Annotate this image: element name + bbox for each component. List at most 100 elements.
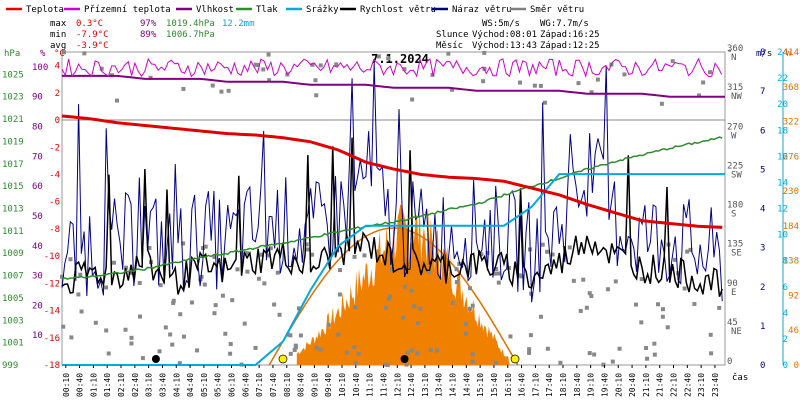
wind-direction-point <box>200 246 205 251</box>
tick-label-ms: 4 <box>760 205 765 215</box>
x-tick-label: 01:40 <box>103 373 112 397</box>
wind-direction-point <box>595 77 600 82</box>
wind-direction-point <box>701 80 706 85</box>
wind-direction-point <box>226 88 231 93</box>
wind-direction-point <box>171 298 176 303</box>
x-tick-label: 08:10 <box>283 373 292 397</box>
wind-direction-point <box>587 291 592 296</box>
wind-direction-point <box>644 345 649 350</box>
tick-label-dir-name: S <box>731 210 736 220</box>
wind-direction-point <box>293 345 298 350</box>
wind-direction-point <box>99 66 104 71</box>
tick-label-dir-name: N <box>731 53 736 63</box>
wind-direction-point <box>415 321 420 326</box>
wind-direction-point <box>277 312 282 317</box>
x-tick-label: 05:40 <box>214 373 223 397</box>
tick-label-temp: -14 <box>44 307 60 317</box>
wind-direction-point <box>304 242 309 247</box>
wind-direction-point <box>446 51 451 56</box>
wind-direction-point <box>219 89 224 94</box>
tick-label-temp: -6 <box>49 198 60 208</box>
wind-direction-point <box>148 75 153 80</box>
wind-direction-point <box>581 277 586 282</box>
x-tick-label: 14:40 <box>462 373 471 397</box>
wind-direction-point <box>140 356 145 361</box>
tick-label-hpa: 1003 <box>2 316 24 326</box>
tick-label-solar: 6 <box>783 283 788 293</box>
x-tick-label: 06:10 <box>228 373 237 397</box>
tick-label-dir: 225 <box>727 161 743 171</box>
wind-direction-point <box>584 305 589 310</box>
wind-direction-point <box>111 260 116 265</box>
wind-direction-point <box>527 350 532 355</box>
tick-label-dir: 90 <box>727 279 738 289</box>
tick-label-solar: 0 <box>783 361 788 371</box>
wind-direction-point <box>540 242 545 247</box>
x-tick-label: 22:10 <box>670 373 679 397</box>
wind-direction-point <box>617 346 622 351</box>
wind-direction-point <box>61 50 66 55</box>
stats-min-hum: 89% <box>140 30 157 40</box>
wind-direction-point <box>69 335 74 340</box>
wind-direction-point <box>457 261 462 266</box>
wind-direction-point <box>253 345 258 350</box>
moon-marker <box>400 355 409 363</box>
x-tick-label: 21:40 <box>656 373 665 397</box>
wind-direction-point <box>128 270 133 275</box>
tick-label-temp: -8 <box>49 225 60 235</box>
wind-direction-point <box>589 90 594 95</box>
tick-label-hpa: 1009 <box>2 249 24 259</box>
wind-wg: WG:7.7m/s <box>540 19 589 29</box>
wind-direction-point <box>482 50 487 55</box>
legend-label: Rychlost větru <box>360 5 436 15</box>
wind-direction-point <box>545 346 550 351</box>
wind-direction-point <box>213 303 218 308</box>
wind-direction-point <box>470 352 475 357</box>
wind-direction-point <box>389 267 394 272</box>
wind-direction-point <box>253 62 258 67</box>
wind-gust-line <box>61 62 723 303</box>
tick-label-wm2: 46 <box>788 326 799 336</box>
wind-direction-point <box>692 301 697 306</box>
wind-direction-point <box>210 83 215 88</box>
x-tick-label: 20:10 <box>614 373 623 397</box>
wind-direction-point <box>405 350 410 355</box>
stats-max-temp: 0.3°C <box>76 19 103 29</box>
wind-direction-point <box>318 347 323 352</box>
wind-direction-point <box>463 331 468 336</box>
x-tick-label: 03:40 <box>158 373 167 397</box>
wind-direction-point <box>645 356 650 361</box>
wind-direction-point <box>220 293 225 298</box>
wind-direction-point <box>147 245 152 250</box>
x-tick-label: 17:10 <box>531 373 540 397</box>
wind-direction-point <box>633 302 638 307</box>
wind-direction-point <box>353 360 358 365</box>
x-tick-label: 18:10 <box>559 373 568 397</box>
wind-direction-point <box>576 81 581 86</box>
wind-direction-point <box>558 360 563 365</box>
wind-direction-point <box>242 321 247 326</box>
legend-label: Vlhkost <box>196 5 234 15</box>
legend-label: Přízemní teplota <box>84 5 171 15</box>
axis-unit-solar: W <box>786 49 792 59</box>
sun-rise: Východ:08:01 <box>472 30 537 40</box>
stats-min-label: min <box>50 30 66 40</box>
axis-unit-ms: m/s <box>756 49 772 59</box>
x-tick-label: 16:40 <box>518 373 527 397</box>
wind-direction-point <box>262 281 267 286</box>
x-tick-label: 20:40 <box>628 373 637 397</box>
x-tick-label: 09:10 <box>310 373 319 397</box>
wind-direction-point <box>622 72 627 77</box>
tick-label-wm2: 368 <box>783 83 799 93</box>
wind-direction-point <box>639 277 644 282</box>
tick-label-wm2: 276 <box>783 152 799 162</box>
tick-label-dir-name: NW <box>731 92 742 102</box>
tick-label-pct: 70 <box>32 152 43 162</box>
tick-label-wm2: 184 <box>783 222 799 232</box>
wind-direction-point <box>76 292 81 297</box>
wind-direction-point <box>158 283 163 288</box>
x-tick-label: 15:40 <box>490 373 499 397</box>
sun-marker <box>510 354 520 364</box>
wind-direction-point <box>124 265 129 270</box>
